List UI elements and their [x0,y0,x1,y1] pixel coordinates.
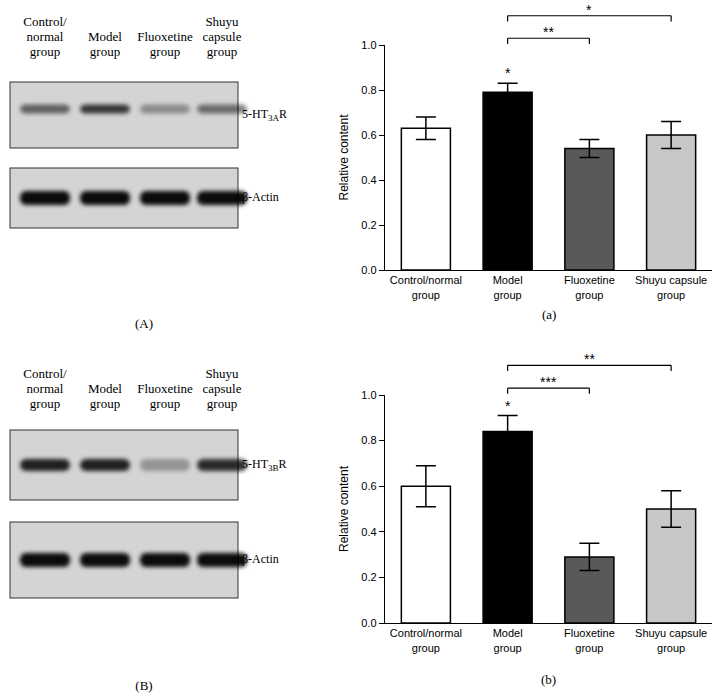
svg-text:group: group [207,396,237,411]
svg-text:group: group [90,44,120,59]
svg-text:β-Actin: β-Actin [242,190,279,204]
svg-text:Modelgroup: Modelgroup [493,274,523,300]
svg-text:Control/: Control/ [23,366,67,381]
svg-text:(A): (A) [135,316,153,331]
svg-text:Relative content: Relative content [337,465,351,552]
svg-text:normal: normal [27,29,64,44]
svg-text:***: *** [540,374,557,390]
svg-text:Control/: Control/ [23,14,67,29]
svg-text:**: ** [584,351,595,367]
svg-text:Shuyu: Shuyu [205,14,239,29]
svg-text:0.4: 0.4 [361,526,376,538]
svg-text:0.6: 0.6 [361,129,376,141]
svg-text:Shuyu capsulegroup: Shuyu capsulegroup [635,274,707,300]
svg-text:group: group [150,396,180,411]
svg-text:0.2: 0.2 [361,219,376,231]
svg-text:group: group [90,396,120,411]
svg-text:Fluoxetinegroup: Fluoxetinegroup [564,274,615,300]
svg-text:*: * [505,398,511,414]
svg-text:0.0: 0.0 [361,617,376,629]
svg-text:(B): (B) [135,678,152,693]
svg-text:Relative content: Relative content [337,114,351,201]
svg-text:1.0: 1.0 [361,39,376,51]
svg-text:Fluoxetinegroup: Fluoxetinegroup [564,627,615,653]
svg-text:group: group [207,44,237,59]
svg-text:0.6: 0.6 [361,480,376,492]
svg-text:0.8: 0.8 [361,434,376,446]
svg-text:Fluoxetine: Fluoxetine [137,381,193,396]
svg-text:capsule: capsule [203,381,242,396]
svg-text:0.4: 0.4 [361,174,376,186]
svg-text:Shuyu: Shuyu [205,366,239,381]
svg-text:Modelgroup: Modelgroup [493,627,523,653]
svg-text:Fluoxetine: Fluoxetine [137,29,193,44]
svg-text:0.8: 0.8 [361,84,376,96]
svg-text:capsule: capsule [203,29,242,44]
svg-text:*: * [505,65,511,81]
svg-text:group: group [150,44,180,59]
svg-text:**: ** [543,24,554,40]
svg-text:1.0: 1.0 [361,389,376,401]
svg-text:Model: Model [88,29,122,44]
svg-text:group: group [30,44,60,59]
svg-text:β-Actin: β-Actin [242,552,279,566]
svg-text:(a): (a) [542,307,556,322]
svg-text:Shuyu capsulegroup: Shuyu capsulegroup [635,627,707,653]
svg-text:Model: Model [88,381,122,396]
svg-text:Control/normalgroup: Control/normalgroup [390,627,462,653]
svg-text:0.2: 0.2 [361,571,376,583]
svg-text:*: * [586,2,592,18]
svg-text:5-HT3BR: 5-HT3BR [242,457,287,473]
svg-text:(b): (b) [541,672,556,687]
svg-text:group: group [30,396,60,411]
svg-text:normal: normal [27,381,64,396]
svg-text:Control/normalgroup: Control/normalgroup [390,274,462,300]
svg-text:5-HT3AR: 5-HT3AR [242,107,287,123]
svg-text:0.0: 0.0 [361,264,376,276]
